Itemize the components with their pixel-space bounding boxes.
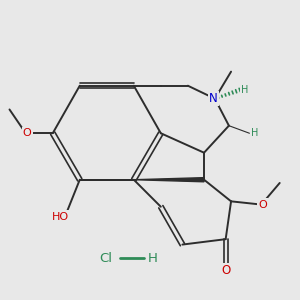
Text: O: O bbox=[221, 264, 230, 277]
Text: H: H bbox=[148, 252, 158, 265]
Text: Cl: Cl bbox=[99, 252, 112, 265]
Polygon shape bbox=[134, 178, 204, 182]
Text: H: H bbox=[251, 128, 259, 138]
Text: H: H bbox=[242, 85, 249, 95]
Text: O: O bbox=[258, 200, 267, 210]
Text: HO: HO bbox=[52, 212, 69, 222]
Text: N: N bbox=[209, 92, 218, 105]
Text: O: O bbox=[23, 128, 32, 138]
